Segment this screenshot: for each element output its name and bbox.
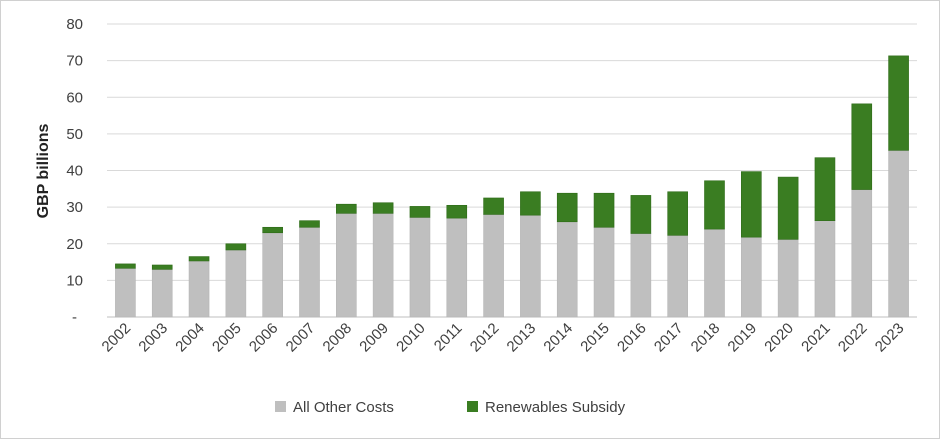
bar-all-other-costs — [741, 236, 762, 318]
bar-renewables-subsidy — [446, 204, 468, 219]
x-tick-label: 2012 — [467, 320, 503, 356]
bar-renewables-subsidy — [777, 176, 799, 240]
bar-renewables-subsidy — [888, 55, 909, 151]
x-tick-label: 2018 — [688, 320, 724, 356]
y-axis-label: GBP billions — [35, 123, 52, 218]
y-tick-label: - — [72, 309, 77, 326]
x-tick-label: 2003 — [135, 320, 171, 356]
legend: All Other Costs Renewables Subsidy — [275, 399, 626, 416]
bar-all-other-costs — [556, 221, 578, 318]
bar-all-other-costs — [262, 232, 283, 318]
bar-renewables-subsidy — [151, 264, 173, 270]
y-tick-label: 30 — [66, 199, 83, 216]
bar-all-other-costs — [299, 226, 320, 318]
bar-renewables-subsidy — [409, 206, 431, 218]
bar-renewables-subsidy — [483, 197, 504, 215]
bar-all-other-costs — [593, 226, 615, 318]
bar-renewables-subsidy — [556, 192, 578, 223]
bar-renewables-subsidy — [520, 191, 541, 216]
bar-renewables-subsidy — [336, 203, 357, 214]
x-tick-label: 2011 — [431, 320, 466, 355]
legend-swatch-renewables — [467, 401, 478, 412]
y-tick-label: 60 — [66, 89, 83, 106]
x-tick-label: 2017 — [651, 320, 687, 356]
x-tick-label: 2005 — [209, 320, 245, 356]
y-tick-label: 70 — [66, 53, 83, 70]
x-tick-label: 2008 — [320, 320, 356, 356]
x-tick-label: 2014 — [540, 320, 576, 356]
x-tick-label: 2009 — [356, 320, 392, 356]
bar-all-other-costs — [151, 269, 173, 318]
x-tick-label: 2004 — [172, 320, 208, 356]
bar-all-other-costs — [704, 228, 725, 318]
bar-all-other-costs — [888, 150, 909, 318]
y-tick-label: 40 — [66, 163, 83, 180]
bar-all-other-costs — [667, 235, 688, 318]
x-tick-label: 2016 — [614, 320, 650, 356]
bar-all-other-costs — [630, 233, 652, 318]
x-tick-label: 2021 — [798, 320, 834, 356]
x-tick-label: 2007 — [283, 320, 319, 356]
bar-renewables-subsidy — [225, 243, 247, 251]
y-tick-label: 50 — [66, 126, 83, 143]
bar-renewables-subsidy — [704, 180, 725, 230]
x-tick-label: 2010 — [393, 320, 429, 356]
x-tick-label: 2015 — [577, 320, 613, 356]
x-tick-label: 2013 — [504, 320, 540, 356]
bar-all-other-costs — [372, 213, 394, 318]
x-tick-label: 2019 — [725, 320, 761, 356]
bar-renewables-subsidy — [372, 202, 394, 214]
x-tick-label: 2020 — [761, 320, 797, 356]
legend-label-renewables: Renewables Subsidy — [485, 399, 626, 416]
bar-all-other-costs — [483, 214, 504, 318]
bar-all-other-costs — [409, 217, 431, 318]
bar-renewables-subsidy — [299, 220, 320, 228]
bar-all-other-costs — [851, 189, 873, 318]
bar-renewables-subsidy — [188, 256, 210, 262]
bar-all-other-costs — [446, 217, 468, 318]
bar-all-other-costs — [520, 214, 541, 318]
bar-all-other-costs — [115, 267, 136, 318]
y-tick-label: 20 — [66, 236, 83, 253]
x-tick-label: 2002 — [99, 320, 135, 356]
bar-renewables-subsidy — [262, 226, 283, 234]
bar-renewables-subsidy — [814, 157, 836, 221]
bar-renewables-subsidy — [593, 192, 615, 228]
bar-all-other-costs — [777, 239, 799, 318]
bar-renewables-subsidy — [115, 263, 136, 269]
x-tick-label: 2023 — [872, 320, 908, 356]
bar-all-other-costs — [814, 220, 836, 318]
bar-all-other-costs — [336, 213, 357, 318]
x-tick-label: 2006 — [246, 320, 282, 356]
bar-all-other-costs — [225, 249, 247, 318]
bar-renewables-subsidy — [741, 171, 762, 238]
bar-all-other-costs — [188, 260, 210, 318]
y-tick-label: 10 — [66, 272, 83, 289]
bar-renewables-subsidy — [667, 191, 688, 236]
legend-swatch-other — [275, 401, 286, 412]
y-tick-label: 80 — [66, 16, 83, 33]
bar-renewables-subsidy — [851, 103, 873, 190]
legend-label-other: All Other Costs — [293, 399, 394, 416]
bar-renewables-subsidy — [630, 195, 652, 234]
x-tick-label: 2022 — [835, 320, 871, 356]
